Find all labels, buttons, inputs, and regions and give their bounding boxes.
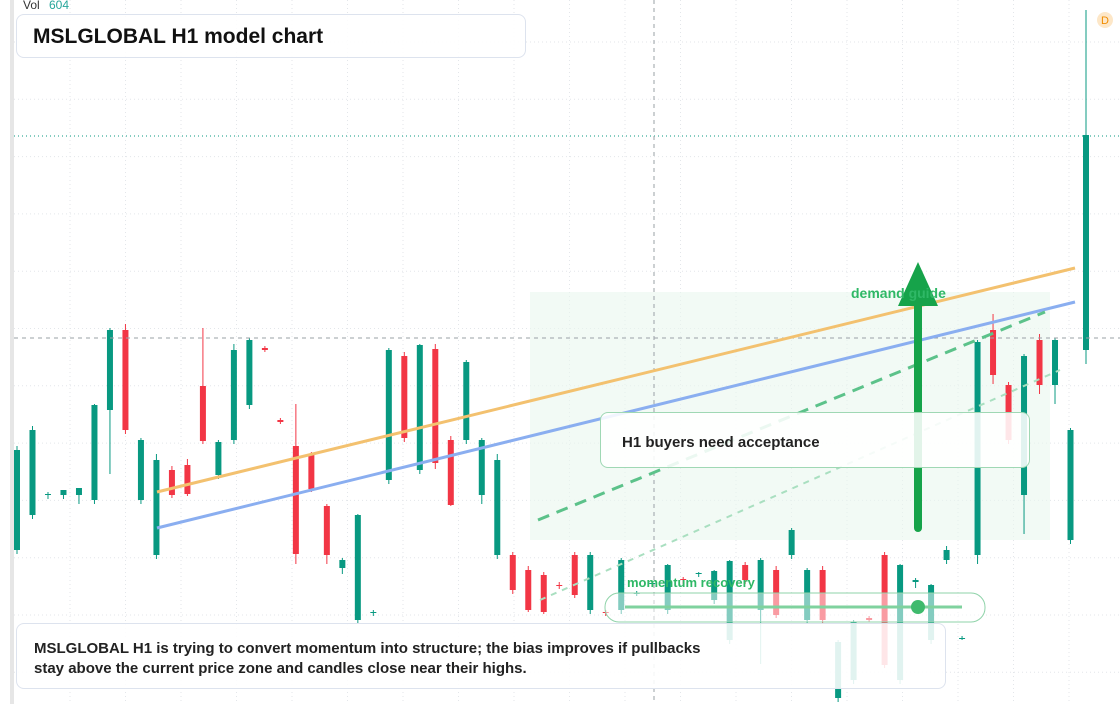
candle-body bbox=[571, 555, 578, 595]
candle-body bbox=[680, 579, 687, 580]
candle-body bbox=[416, 345, 423, 470]
candle-body bbox=[990, 330, 997, 375]
candle-body bbox=[385, 350, 392, 480]
candle-body bbox=[587, 555, 594, 610]
candle-body bbox=[261, 348, 268, 350]
summary-text: MSLGLOBAL H1 is trying to convert moment… bbox=[34, 640, 701, 677]
candle-body bbox=[230, 350, 237, 440]
candle-body bbox=[1052, 340, 1059, 385]
candle-body bbox=[1067, 430, 1074, 540]
acceptance-text: H1 buyers need acceptance bbox=[622, 434, 820, 451]
candle-body bbox=[44, 494, 51, 495]
candle-body bbox=[649, 583, 656, 584]
candle-body bbox=[153, 460, 160, 555]
candle-body bbox=[60, 490, 67, 495]
candle-body bbox=[277, 420, 284, 422]
candle-body bbox=[1083, 135, 1089, 350]
candle-body bbox=[308, 455, 315, 489]
candle-body bbox=[494, 460, 501, 555]
vol-label: Vol bbox=[23, 0, 40, 12]
candle-body bbox=[168, 470, 175, 495]
candle-body bbox=[525, 570, 532, 610]
candle-body bbox=[556, 585, 563, 586]
candle-body bbox=[215, 442, 222, 475]
demand-label: demand guide bbox=[851, 285, 946, 301]
candle-body bbox=[664, 565, 671, 610]
title-box: MSLGLOBAL H1 model chart bbox=[16, 14, 526, 58]
badge bbox=[1097, 12, 1113, 28]
candle-body bbox=[757, 560, 764, 610]
badge-text: D bbox=[1101, 15, 1109, 27]
summary-box: MSLGLOBAL H1 is trying to convert moment… bbox=[16, 623, 946, 689]
arrow-head bbox=[898, 262, 938, 306]
momentum-label: momentum recovery bbox=[627, 575, 756, 590]
candle-body bbox=[478, 440, 485, 495]
candle-body bbox=[91, 405, 98, 500]
acceptance-box: H1 buyers need acceptance bbox=[600, 412, 1030, 468]
candle-body bbox=[14, 450, 20, 550]
candle-body bbox=[463, 362, 470, 440]
candle-body bbox=[354, 515, 361, 620]
candle-body bbox=[370, 612, 377, 613]
candle-body bbox=[959, 638, 966, 639]
candle-body bbox=[292, 446, 299, 554]
title: MSLGLOBAL H1 model chart bbox=[33, 25, 324, 48]
candle-body bbox=[246, 340, 253, 405]
candle-body bbox=[788, 530, 795, 555]
candle-body bbox=[137, 440, 144, 500]
candle-body bbox=[199, 386, 206, 441]
candle-body bbox=[432, 349, 439, 463]
candle-body bbox=[1036, 340, 1043, 385]
candle-body bbox=[122, 330, 129, 430]
slider-knob bbox=[911, 600, 925, 614]
trend-line bbox=[539, 369, 1061, 601]
candle-body bbox=[75, 488, 82, 495]
candle-body bbox=[943, 550, 950, 560]
candle-body bbox=[29, 430, 36, 515]
candle-body bbox=[742, 565, 749, 580]
candle-body bbox=[540, 575, 547, 612]
candle-body bbox=[711, 571, 718, 600]
candle-body bbox=[618, 560, 625, 610]
candle-body bbox=[323, 506, 330, 555]
trend-line bbox=[537, 310, 1046, 522]
left-edge bbox=[10, 0, 14, 704]
candle-body bbox=[695, 573, 702, 574]
candle-body bbox=[184, 465, 191, 494]
candle-body bbox=[339, 560, 346, 568]
candle-body bbox=[447, 440, 454, 505]
vol-value: 604 bbox=[49, 0, 69, 12]
candle-body bbox=[912, 580, 919, 582]
candle-body bbox=[401, 356, 408, 438]
candle-body bbox=[509, 555, 516, 590]
candle-body bbox=[106, 330, 113, 410]
